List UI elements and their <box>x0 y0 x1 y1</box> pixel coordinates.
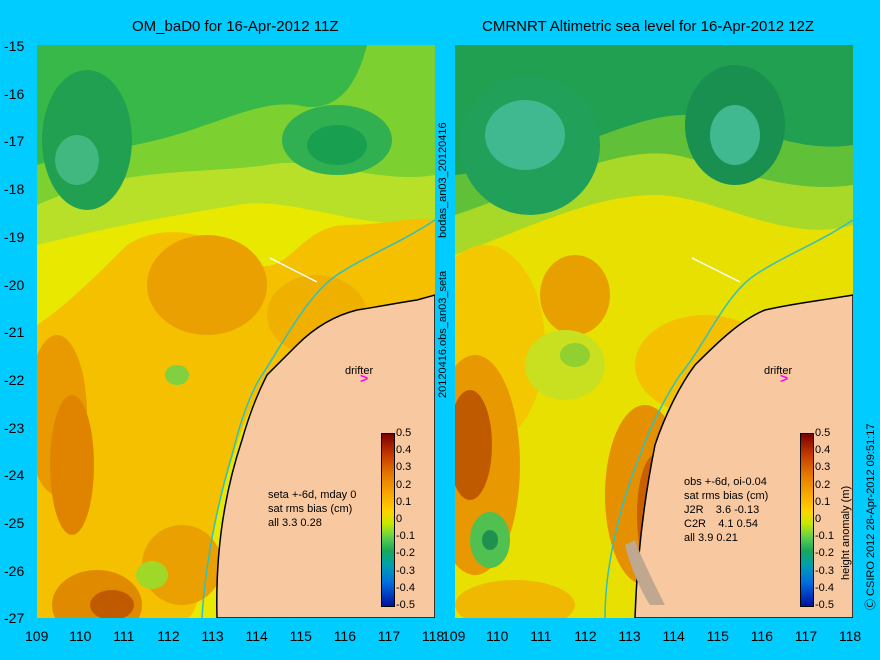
x-tick-label: 117 <box>377 628 401 644</box>
colorbar-tick-label: 0.1 <box>396 495 412 508</box>
colorbar-tick-label: -0.4 <box>396 581 415 594</box>
credit-text: Ⓒ CSIRO 2012 28-Apr-2012 09:51:17 <box>865 423 877 610</box>
y-tick-label: -25 <box>4 515 25 531</box>
x-tick-label: 111 <box>113 628 135 644</box>
x-tick-label: 114 <box>245 628 268 644</box>
x-tick-label: 115 <box>706 628 729 644</box>
x-tick-label: 111 <box>530 628 552 644</box>
colorbar-tick-label: -0.2 <box>815 547 834 560</box>
left-colorbar <box>381 433 395 607</box>
x-tick-label: 116 <box>333 628 357 644</box>
colorbar-tick-label: 0.5 <box>396 427 412 439</box>
colorbar-tick-label: 0.3 <box>815 461 831 474</box>
y-tick-label: -21 <box>4 324 25 341</box>
x-tick-label: 113 <box>201 628 224 644</box>
colorbar-tick-label: -0.2 <box>396 547 415 560</box>
x-tick-label: 112 <box>574 628 597 644</box>
x-tick-label: 114 <box>662 628 685 644</box>
x-tick-label: 109 <box>25 628 49 644</box>
right-map-canvas <box>455 45 853 618</box>
right-stats-text: obs +-6d, oi-0.04 sat rms bias (cm) J2R … <box>684 476 769 544</box>
right-map-title: CMRNRT Altimetric sea level for 16-Apr-2… <box>482 18 815 35</box>
x-tick-label: 112 <box>157 628 180 644</box>
left-map-panel <box>37 45 435 618</box>
colorbar-tick-label: 0 <box>396 513 403 525</box>
x-tick-label: 118 <box>838 628 862 644</box>
colorbar-tick-label: 0.2 <box>815 478 831 491</box>
y-tick-label: -20 <box>4 276 25 293</box>
right-map-panel <box>455 45 853 618</box>
right-drifter-label: drifter <box>764 365 793 377</box>
colorbar-tick-label: -0.4 <box>815 581 834 594</box>
x-tick-label: 110 <box>486 628 509 644</box>
x-tick-label: 113 <box>618 628 641 644</box>
x-tick-label: 117 <box>794 628 818 644</box>
colorbar-tick-label: 0.2 <box>396 478 412 491</box>
y-tick-label: -18 <box>4 181 25 198</box>
x-tick-label: 118 <box>421 628 445 644</box>
y-tick-label: -17 <box>4 133 25 150</box>
x-tick-label: 109 <box>442 628 466 644</box>
colorbar-tick-label: -0.3 <box>815 564 834 577</box>
right-colorbar-unit: height anomaly (m) <box>840 485 852 580</box>
colorbar-tick-label: 0.1 <box>815 495 831 508</box>
left-drifter-arrow: > <box>360 370 369 386</box>
x-tick-label: 110 <box>69 628 92 644</box>
colorbar-tick-label: 0.4 <box>396 444 412 457</box>
colorbar-tick-label: -0.3 <box>396 564 415 577</box>
colorbar-tick-label: -0.5 <box>815 599 834 611</box>
x-tick-label: 115 <box>289 628 312 644</box>
right-drifter-arrow: > <box>780 370 789 386</box>
x-tick-label: 116 <box>750 628 774 644</box>
left-map-title: OM_baD0 for 16-Apr-2012 11Z <box>132 18 339 35</box>
colorbar-tick-label: 0.4 <box>815 444 831 457</box>
middle-label-bottom: 20120416.obs_an03_seta <box>437 270 449 398</box>
colorbar-tick-label: 0.5 <box>815 427 831 439</box>
y-tick-label: -15 <box>4 38 25 54</box>
y-tick-label: -19 <box>4 228 25 245</box>
y-tick-label: -27 <box>4 610 25 627</box>
y-tick-label: -16 <box>4 85 25 102</box>
colorbar-tick-label: -0.5 <box>396 599 415 611</box>
colorbar-tick-label: 0 <box>815 513 822 525</box>
left-map-canvas <box>37 45 435 618</box>
y-tick-label: -22 <box>4 371 25 388</box>
y-tick-label: -24 <box>4 467 25 484</box>
y-tick-label: -26 <box>4 562 25 579</box>
y-tick-label: -23 <box>4 419 25 436</box>
left-stats-text: seta +-6d, mday 0 sat rms bias (cm) all … <box>268 489 357 529</box>
right-colorbar <box>800 433 814 607</box>
colorbar-tick-label: -0.1 <box>815 530 834 543</box>
middle-label-top: bodas_an03_20120416 <box>437 122 449 238</box>
left-drifter-label: drifter <box>345 365 374 377</box>
colorbar-tick-label: -0.1 <box>396 530 415 543</box>
colorbar-tick-label: 0.3 <box>396 461 412 474</box>
